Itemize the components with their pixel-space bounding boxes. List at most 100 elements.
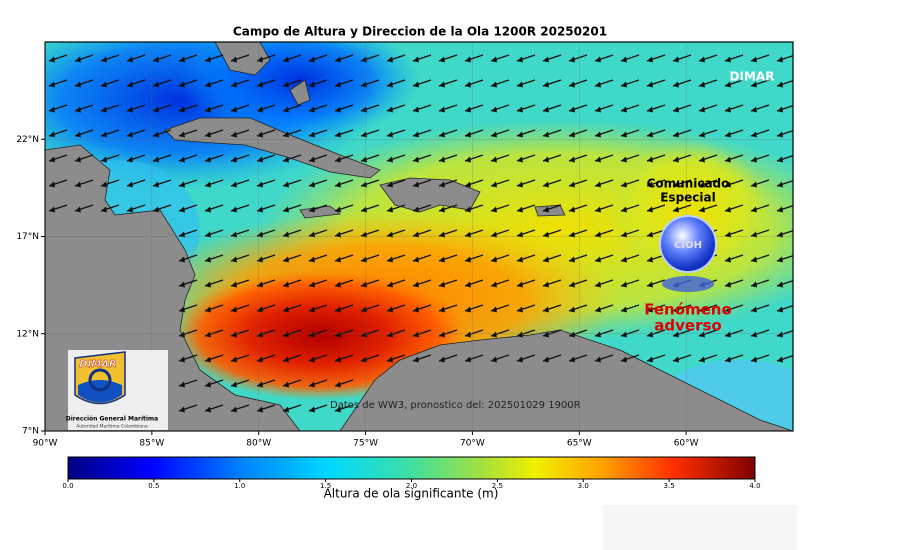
arrow-head: [439, 131, 445, 138]
arrow-head: [309, 56, 315, 63]
arrow-head: [205, 306, 211, 313]
arrow-head: [751, 56, 757, 63]
arrow-head: [387, 281, 393, 288]
arrow-head: [283, 81, 289, 88]
arrow-head: [621, 256, 627, 263]
arrow-head: [257, 381, 263, 388]
arrow-head: [621, 206, 627, 213]
arrow-head: [231, 256, 237, 263]
arrow-head: [517, 206, 523, 213]
arrow-head: [673, 331, 679, 338]
arrow-head: [205, 206, 211, 213]
arrow-head: [413, 106, 419, 113]
arrow-head: [647, 331, 653, 338]
arrow-head: [491, 81, 497, 88]
arrow-head: [75, 56, 81, 63]
source-note: Datos de WW3, pronostico del: 202501029 …: [330, 400, 581, 411]
arrow-head: [153, 131, 159, 138]
arrow-head: [543, 206, 549, 213]
arrow-head: [283, 106, 289, 113]
arrow-head: [231, 356, 237, 363]
arrow-head: [387, 331, 393, 338]
arrow-head: [205, 381, 211, 388]
arrow-head: [751, 206, 757, 213]
arrow-head: [777, 231, 783, 238]
arrow-head: [725, 356, 731, 363]
arrow-head: [751, 306, 757, 313]
wave-direction-arrows: [48, 54, 793, 413]
colorbar: [67, 456, 756, 480]
arrow-head: [231, 131, 237, 138]
arrow-head: [127, 56, 133, 63]
arrow-head: [543, 106, 549, 113]
arrow-head: [465, 106, 471, 113]
arrow-head: [517, 306, 523, 313]
arrow-head: [647, 306, 653, 313]
arrow-head: [725, 106, 731, 113]
arrow-head: [517, 356, 523, 363]
arrow-head: [309, 306, 315, 313]
arrow-head: [127, 106, 133, 113]
arrow-head: [335, 106, 341, 113]
graticule: 90°W 85°W 80°W 75°W 70°W 65°W 60°W 7°N 12°N 17°N 2…: [16, 42, 793, 449]
badge-shadow: [662, 276, 714, 292]
arrow-head: [777, 281, 783, 288]
x-tick-label: 75°W: [353, 439, 378, 449]
notice-line: Especial: [660, 191, 716, 205]
arrow-head: [387, 156, 393, 163]
arrow-head: [725, 56, 731, 63]
arrow-head: [751, 231, 757, 238]
arrow-head: [283, 231, 289, 238]
arrow-head: [283, 131, 289, 138]
arrow-head: [569, 181, 575, 188]
arrow-head: [257, 406, 263, 413]
arrow-head: [127, 131, 133, 138]
arrow-head: [387, 356, 393, 363]
arrow-head: [517, 231, 523, 238]
arrow-head: [127, 156, 133, 163]
arrow-head: [387, 56, 393, 63]
arrow-head: [621, 56, 627, 63]
arrow-head: [699, 56, 705, 63]
arrow-head: [127, 81, 133, 88]
arrow-head: [75, 206, 81, 213]
arrow-head: [465, 281, 471, 288]
arrow-head: [465, 256, 471, 263]
arrow-head: [543, 56, 549, 63]
arrow-head: [465, 156, 471, 163]
arrow-head: [75, 156, 81, 163]
arrow-head: [179, 256, 185, 263]
arrow-head: [725, 131, 731, 138]
arrow-head: [777, 331, 783, 338]
arrow-head: [153, 156, 159, 163]
arrow-head: [257, 181, 263, 188]
arrow-head: [491, 206, 497, 213]
arrow-head: [751, 156, 757, 163]
arrow-head: [309, 356, 315, 363]
arrow-head: [257, 131, 263, 138]
y-tick-label: 17°N: [16, 232, 39, 242]
arrow-head: [751, 256, 757, 263]
colorbar-tick-label: 2.5: [492, 482, 503, 490]
arrow-head: [647, 231, 653, 238]
arrow-head: [335, 206, 341, 213]
notice-line: Comunicado: [647, 177, 730, 191]
arrow-head: [543, 156, 549, 163]
arrow-head: [231, 206, 237, 213]
arrow-head: [387, 206, 393, 213]
arrow-head: [49, 81, 55, 88]
arrow-head: [179, 181, 185, 188]
arrow-head: [595, 231, 601, 238]
arrow-head: [595, 331, 601, 338]
arrow-head: [205, 81, 211, 88]
arrow-head: [491, 331, 497, 338]
arrow-head: [491, 56, 497, 63]
arrow-head: [283, 156, 289, 163]
arrow-head: [621, 156, 627, 163]
arrow-head: [413, 56, 419, 63]
arrow-head: [335, 81, 341, 88]
arrow-head: [387, 256, 393, 263]
badge-label: CIOH: [674, 240, 702, 251]
arrow-head: [179, 406, 185, 413]
arrow-head: [595, 131, 601, 138]
